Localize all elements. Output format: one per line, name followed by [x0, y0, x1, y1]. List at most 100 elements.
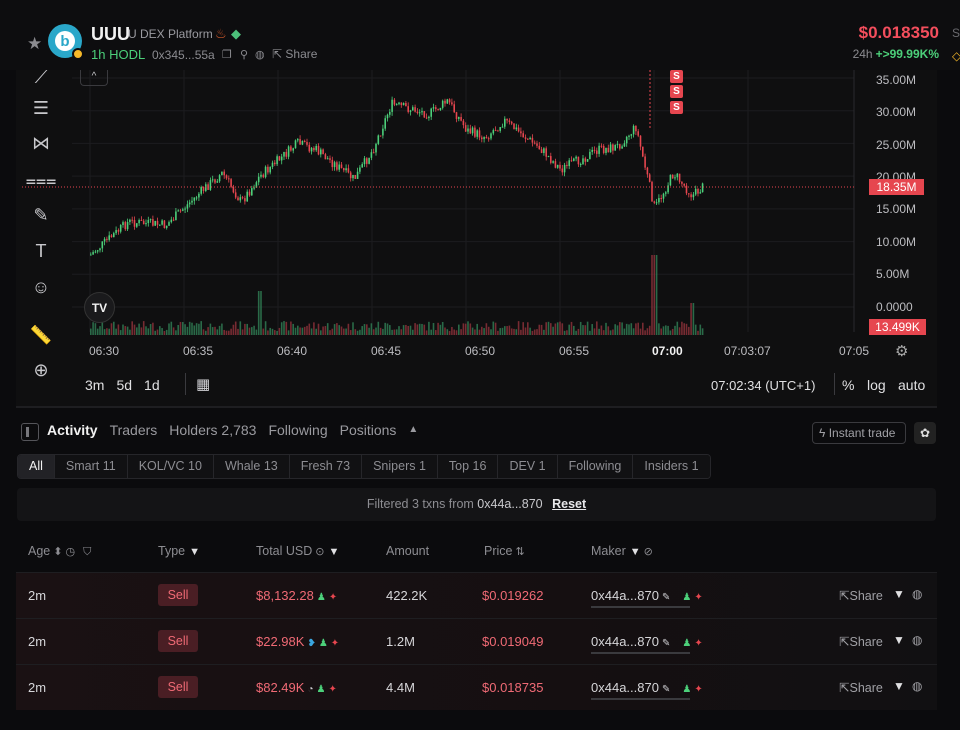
filter-all[interactable]: All: [18, 455, 55, 478]
instant-trade-button[interactable]: ϟ Instant trade: [812, 422, 906, 444]
tradingview-logo[interactable]: TV: [84, 292, 115, 323]
filter-dev[interactable]: DEV 1: [498, 455, 558, 478]
trade-marker[interactable]: S: [670, 85, 683, 98]
row-share-link[interactable]: ⇱Share: [839, 634, 883, 649]
candle: [313, 147, 315, 151]
edit-icon[interactable]: ✎: [661, 684, 671, 695]
filter-following[interactable]: Following: [557, 455, 634, 478]
tab-following[interactable]: Following: [268, 422, 328, 438]
candle: [609, 144, 612, 153]
filter-icon[interactable]: ▼: [629, 546, 641, 558]
candle: [462, 120, 465, 126]
filter-insiders[interactable]: Insiders 1: [633, 455, 710, 478]
brush-tool-icon[interactable]: ✎: [33, 204, 49, 225]
table-row[interactable]: 2m Sell $82.49K ◔ ♟ ✦ 4.4M $0.018735 0x44a.…: [16, 664, 937, 710]
contract-address[interactable]: 0x345...55a: [152, 48, 215, 62]
row-share-link[interactable]: ⇱Share: [839, 680, 883, 695]
ruler-tool-icon[interactable]: 📏: [29, 324, 53, 345]
maker-cell[interactable]: 0x44a...870 ✎ ♟ ✦: [591, 634, 703, 649]
filter-icon[interactable]: ▼: [893, 633, 905, 647]
filter-fresh[interactable]: Fresh 73: [289, 455, 363, 478]
edit-icon[interactable]: ✎: [661, 592, 671, 603]
currency-toggle-icon[interactable]: ⊙: [315, 546, 325, 558]
cursor-tool-icon[interactable]: ⟋: [34, 66, 48, 87]
volume-bar: [402, 325, 405, 335]
zoom-in-icon[interactable]: ⊕: [33, 359, 49, 380]
copy-icon[interactable]: ❐: [222, 49, 232, 61]
log-scale-button[interactable]: log: [867, 377, 886, 393]
panel-toggle-icon[interactable]: [21, 423, 39, 441]
maker-address[interactable]: 0x44a...870: [591, 588, 659, 603]
percent-scale-button[interactable]: %: [842, 377, 855, 393]
swap-icon[interactable]: ⇅: [515, 546, 525, 558]
tab-activity[interactable]: Activity: [47, 422, 98, 438]
timeframe-1d[interactable]: 1d: [144, 377, 160, 393]
maker-cell[interactable]: 0x44a...870 ✎ ♟ ✦: [591, 680, 703, 695]
text-tool-icon[interactable]: T: [35, 240, 47, 261]
filter-icon[interactable]: ▼: [328, 546, 340, 558]
star-icon[interactable]: ★: [27, 34, 43, 53]
filter-icon[interactable]: ▼: [893, 679, 905, 693]
explorer-icon[interactable]: ◍: [912, 679, 923, 693]
sort-icon[interactable]: ⬍: [53, 546, 63, 558]
trade-marker[interactable]: S: [670, 70, 683, 83]
explorer-icon[interactable]: ◍: [912, 587, 923, 601]
auto-scale-button[interactable]: auto: [898, 377, 926, 393]
price-chart[interactable]: ^ ⟋ ☰ ⋈ ⩶ ✎ T ☺ 📏 ⊕ S S S 35.00M 30.00M …: [16, 67, 937, 406]
volume-bar: [690, 303, 692, 335]
filter-icon[interactable]: ▼: [893, 587, 905, 601]
filter-kol-vc[interactable]: KOL/VC 10: [127, 455, 214, 478]
caret-up-icon[interactable]: ▲: [408, 424, 419, 435]
volume-bar: [308, 323, 311, 335]
filter-top[interactable]: Top 16: [437, 455, 499, 478]
col-header-type[interactable]: Type ▼: [158, 544, 200, 558]
hide-icon[interactable]: ⊘: [643, 546, 653, 558]
filter-snipers[interactable]: Snipers 1: [362, 455, 438, 478]
pattern-tool-icon[interactable]: ⋈: [32, 132, 50, 153]
reset-button[interactable]: Reset: [552, 497, 587, 511]
col-header-price[interactable]: Price ⇅: [484, 544, 525, 558]
trade-marker[interactable]: S: [670, 101, 683, 114]
filter-whale[interactable]: Whale 13: [213, 455, 290, 478]
search-icon[interactable]: ⚲: [240, 49, 249, 61]
timeframe-3m[interactable]: 3m: [85, 377, 105, 393]
tab-holders[interactable]: Holders 2,783: [169, 422, 257, 438]
collapse-chart-button[interactable]: ^: [80, 70, 108, 86]
col-header-maker[interactable]: Maker ▼ ⊘: [591, 544, 653, 558]
candle: [285, 151, 288, 157]
edit-icon[interactable]: ✎: [661, 638, 671, 649]
share-link[interactable]: ⇱ Share: [272, 47, 317, 61]
volume-bar: [602, 330, 605, 335]
maker-cell[interactable]: 0x44a...870 ✎ ♟ ✦: [591, 588, 703, 603]
clock-icon[interactable]: ◷: [65, 546, 76, 558]
chart-settings-icon[interactable]: ⚙: [895, 343, 909, 360]
candle: [490, 133, 492, 139]
fib-tool-icon[interactable]: ⩶: [25, 169, 57, 190]
table-row[interactable]: 2m Sell $8,132.28 ♟ ✦ 422.2K $0.019262 0x4…: [16, 572, 937, 618]
palette-icon[interactable]: ✿: [914, 422, 936, 444]
browser-icon[interactable]: ◍: [255, 49, 265, 61]
candle: [416, 111, 419, 114]
maker-address[interactable]: 0x44a...870: [591, 680, 659, 695]
volume-bar: [642, 322, 644, 335]
filter-outline-icon[interactable]: ⛉: [83, 546, 92, 558]
emoji-tool-icon[interactable]: ☺: [31, 276, 51, 297]
volume-bar: [191, 322, 193, 335]
col-header-total-usd[interactable]: Total USD ⊙ ▼: [256, 544, 339, 558]
timeframe-5d[interactable]: 5d: [116, 377, 133, 393]
chart-canvas[interactable]: [16, 70, 937, 406]
volume-bar: [172, 327, 175, 335]
col-header-age[interactable]: Age ⬍ ◷ ⛉: [28, 544, 91, 559]
trend-lines-icon[interactable]: ☰: [32, 97, 50, 118]
filter-icon[interactable]: ▼: [189, 546, 200, 558]
explorer-icon[interactable]: ◍: [912, 633, 923, 647]
row-share-link[interactable]: ⇱Share: [839, 588, 883, 603]
table-row[interactable]: 2m Sell $22.98K ❥ ♟ ✦ 1.2M $0.019049 0x44a.…: [16, 618, 937, 664]
lightning-icon: ϟ: [819, 426, 826, 440]
date-range-icon[interactable]: ▦: [196, 376, 211, 393]
filter-smart[interactable]: Smart 11: [54, 455, 128, 478]
candle: [676, 173, 679, 178]
maker-address[interactable]: 0x44a...870: [591, 634, 659, 649]
tab-traders[interactable]: Traders: [109, 422, 158, 438]
tab-positions[interactable]: Positions: [339, 422, 397, 438]
